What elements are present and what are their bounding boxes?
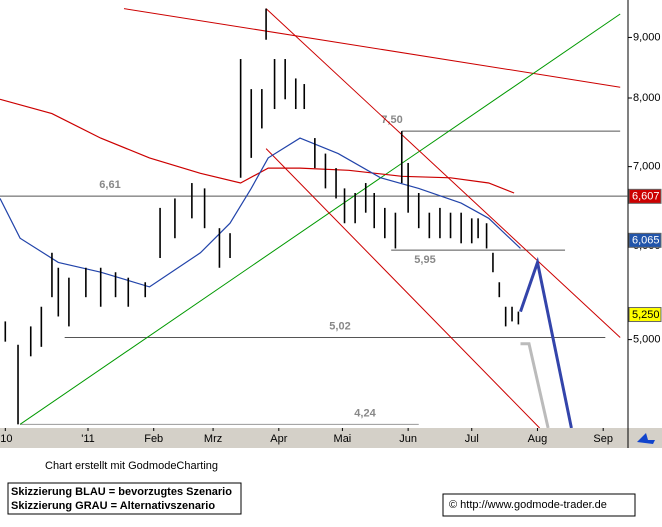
y-tick-label: 5,000 xyxy=(633,334,661,346)
x-tick-label: Feb xyxy=(144,433,163,445)
price-tag-label: 6,065 xyxy=(632,235,660,247)
x-tick-label: Jun xyxy=(399,433,417,445)
price-tag-label: 6,607 xyxy=(632,191,660,203)
y-tick-label: 8,000 xyxy=(633,92,661,104)
x-tick-label: Mai xyxy=(334,433,352,445)
price-tag-label: 5,250 xyxy=(632,309,660,321)
legend-box xyxy=(7,482,242,515)
trend-line xyxy=(265,8,621,338)
credit: Chart erstellt mit GodmodeCharting xyxy=(45,460,218,472)
price-tag xyxy=(628,232,662,248)
copyright-box xyxy=(442,493,636,517)
x-tick-label: '11 xyxy=(81,433,95,445)
corner-icon[interactable] xyxy=(637,433,655,444)
x-tick-label: Aug xyxy=(528,433,548,445)
legend-line: Skizzierung GRAU = Alternativszenario xyxy=(11,500,215,512)
x-tick-label: Mrz xyxy=(204,433,222,445)
price-tag xyxy=(628,307,662,323)
x-tick-label: '10 xyxy=(0,433,12,445)
x-tick-label: Apr xyxy=(270,433,287,445)
trend-line xyxy=(19,13,621,425)
x-axis-bar xyxy=(0,428,628,448)
level-label: 6,61 xyxy=(99,179,120,191)
x-tick-label: Sep xyxy=(593,433,613,445)
legend-line: Skizzierung BLAU = bevorzugtes Szenario xyxy=(11,486,232,498)
y-tick-label: 9,000 xyxy=(633,31,661,43)
level-label: 4,24 xyxy=(354,407,376,419)
scenario xyxy=(520,342,550,428)
axes: 5,0006,0007,0008,0009,000'10'11FebMrzApr… xyxy=(0,31,662,445)
x-tick-label: Jul xyxy=(465,433,479,445)
trend-line xyxy=(265,148,540,428)
plot: 6,61 7,50 5,95 5,02 4,24 xyxy=(0,8,628,428)
level-label: 7,50 xyxy=(381,114,402,126)
level-label: 5,02 xyxy=(329,320,350,332)
moving-average xyxy=(0,137,521,288)
copyright[interactable]: © http://www.godmode-trader.de xyxy=(449,499,607,511)
price-tag xyxy=(628,188,662,204)
y-tick-label: 7,000 xyxy=(633,161,661,173)
level-label: 5,95 xyxy=(414,254,435,266)
moving-average xyxy=(0,98,515,194)
trend-line xyxy=(123,8,621,88)
scenario xyxy=(519,256,573,428)
